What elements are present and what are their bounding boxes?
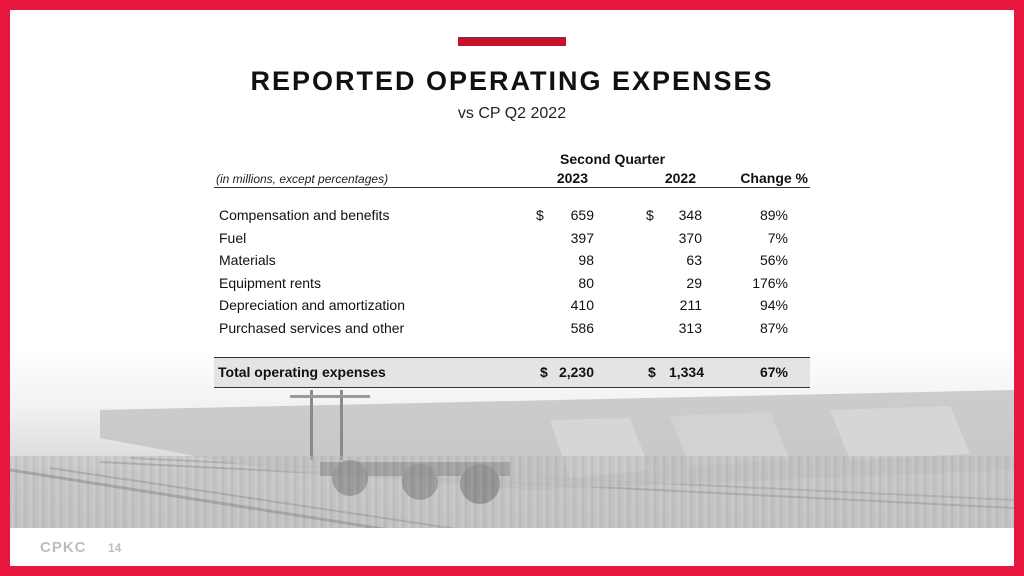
change-percent: 7%: [767, 230, 788, 246]
footer-band: [10, 528, 1014, 566]
table-row: Fuel 397 370 7%: [214, 230, 810, 252]
row-label: Purchased services and other: [219, 320, 405, 336]
change-percent: 176%: [752, 275, 788, 291]
row-label: Fuel: [219, 230, 247, 246]
table-row: Purchased services and other 586 313 87%: [214, 320, 810, 342]
table-row: Compensation and benefits $ 659 $ 348 89…: [214, 207, 810, 229]
change-percent: 94%: [759, 297, 788, 313]
change-percent: 89%: [759, 207, 788, 223]
total-label: Total operating expenses: [218, 364, 386, 380]
value-2023: 80: [578, 275, 594, 291]
value-2022: 63: [686, 252, 702, 268]
table-row: Materials 98 63 56%: [214, 252, 810, 274]
slide-title: REPORTED OPERATING EXPENSES: [250, 66, 774, 96]
total-value-2022: 1,334: [668, 364, 704, 380]
value-2023: 98: [578, 252, 594, 268]
total-row: Total operating expenses $ 2,230 $ 1,334…: [214, 357, 810, 388]
value-2023: 659: [570, 207, 594, 223]
total-change-percent: 67%: [759, 364, 788, 380]
value-2022: 370: [678, 230, 702, 246]
page-number: 14: [108, 541, 122, 555]
row-label: Compensation and benefits: [219, 207, 390, 223]
column-header-change: Change %: [740, 170, 808, 186]
column-header-2022: 2022: [664, 170, 696, 186]
value-2022: 313: [678, 320, 702, 336]
column-header-2023: 2023: [556, 170, 588, 186]
title-accent-bar: [458, 37, 566, 46]
cpkc-logo: CPKC: [40, 539, 87, 556]
table-row: Depreciation and amortization 410 211 94…: [214, 297, 810, 319]
value-2022: 348: [678, 207, 702, 223]
row-label: Equipment rents: [219, 275, 321, 291]
value-2022: 211: [679, 297, 702, 313]
total-currency-2022: $: [648, 364, 656, 380]
header-rule: [214, 187, 810, 188]
units-note: (in millions, except percentages): [216, 172, 389, 186]
slide: REPORTED OPERATING EXPENSES vs CP Q2 202…: [10, 10, 1014, 566]
value-2022: 29: [686, 275, 702, 291]
currency-2022: $: [646, 207, 654, 223]
period-header: Second Quarter: [560, 151, 666, 167]
value-2023: 586: [570, 320, 594, 336]
total-currency-2023: $: [540, 364, 548, 380]
value-2023: 397: [570, 230, 594, 246]
row-label: Depreciation and amortization: [219, 297, 405, 313]
row-label: Materials: [219, 252, 276, 268]
change-percent: 56%: [759, 252, 788, 268]
value-2023: 410: [570, 297, 594, 313]
total-value-2023: 2,230: [558, 364, 594, 380]
table-row: Equipment rents 80 29 176%: [214, 275, 810, 297]
slide-subtitle: vs CP Q2 2022: [457, 105, 567, 122]
currency-2023: $: [536, 207, 544, 223]
change-percent: 87%: [759, 320, 788, 336]
